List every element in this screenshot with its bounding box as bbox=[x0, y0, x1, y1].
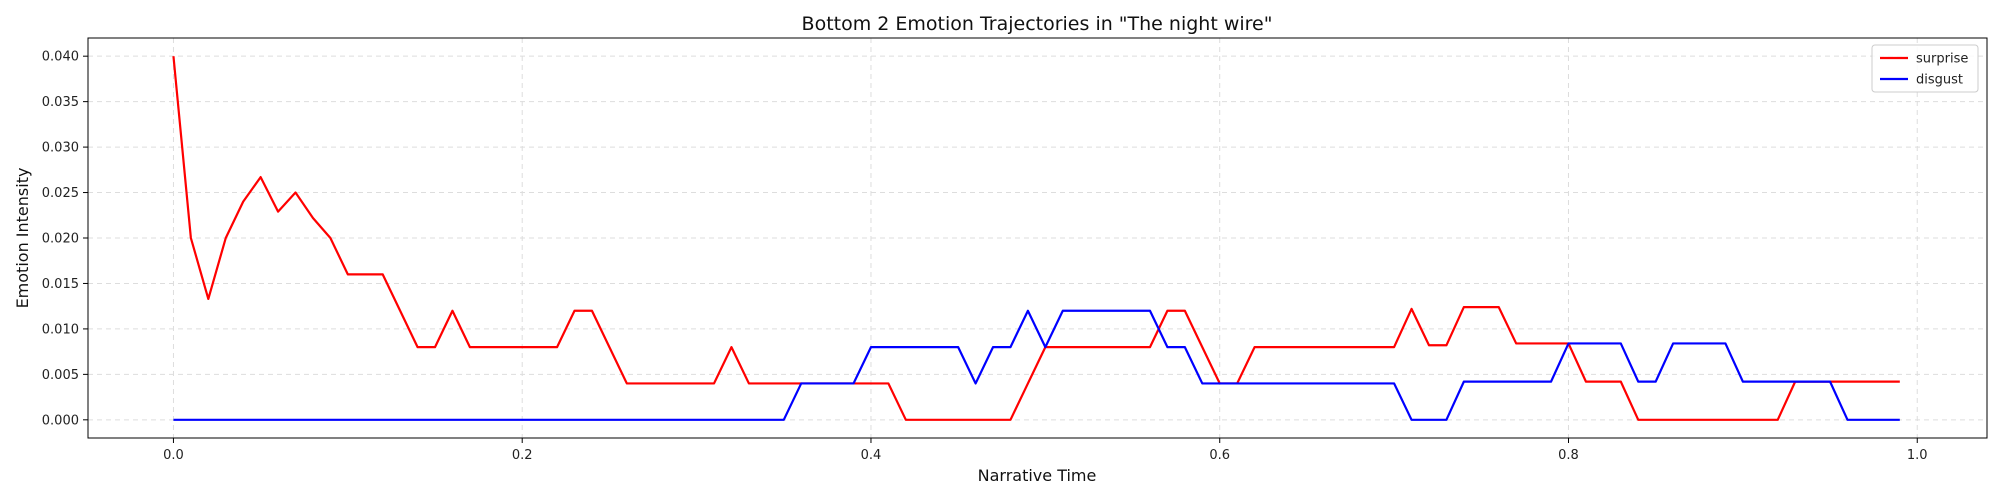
x-axis-label: Narrative Time bbox=[978, 466, 1097, 485]
legend-box bbox=[1871, 44, 1979, 93]
x-tick-label: 0.4 bbox=[861, 448, 882, 463]
y-axis: 0.000 0.005 0.010 0.015 0.020 0.025 0.030 0.035… bbox=[42, 50, 88, 428]
series-layer bbox=[172, 56, 1900, 421]
legend: surprise disgust bbox=[1871, 44, 1979, 93]
chart-title: Bottom 2 Emotion Trajectories in "The ni… bbox=[802, 13, 1273, 35]
y-tick-label: 0.025 bbox=[42, 186, 79, 201]
y-tick-label: 0.010 bbox=[42, 322, 79, 337]
y-axis-label: Emotion Intensity bbox=[13, 168, 32, 309]
x-tick-label: 1.0 bbox=[1907, 448, 1928, 463]
x-tick-label: 0.6 bbox=[1209, 448, 1230, 463]
series-line-surprise bbox=[172, 56, 1900, 421]
y-tick-label: 0.030 bbox=[42, 141, 79, 156]
series-line-disgust bbox=[173, 309, 1900, 421]
y-tick-label: 0.035 bbox=[42, 95, 79, 110]
x-axis: 0.0 0.2 0.4 0.6 0.8 1.0 bbox=[163, 438, 1928, 463]
x-tick-label: 0.0 bbox=[163, 448, 184, 463]
legend-label-disgust: disgust bbox=[1916, 73, 1963, 88]
y-tick-label: 0.000 bbox=[42, 413, 79, 428]
y-tick-label: 0.040 bbox=[42, 50, 79, 65]
y-tick-label: 0.005 bbox=[42, 368, 79, 383]
x-tick-label: 0.2 bbox=[512, 448, 533, 463]
y-tick-label: 0.015 bbox=[42, 277, 79, 292]
x-tick-label: 0.8 bbox=[1558, 448, 1579, 463]
y-tick-label: 0.020 bbox=[42, 232, 79, 247]
legend-label-surprise: surprise bbox=[1916, 52, 1968, 67]
